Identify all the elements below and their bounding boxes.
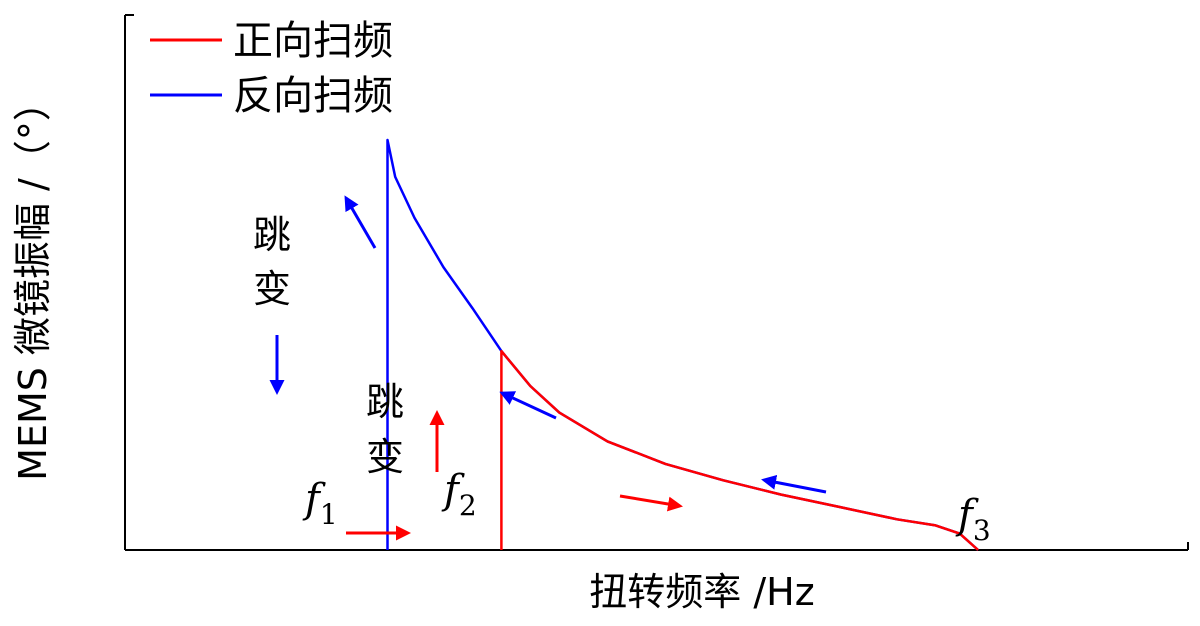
arrow-forward-mid: [619, 494, 683, 512]
legend: 正向扫频 反向扫频: [150, 18, 393, 119]
jump-label-right: 跳: [366, 380, 404, 424]
f3-label: f3: [955, 492, 991, 547]
f2-label: f2: [441, 467, 477, 522]
arrow-reverse-right: [761, 474, 827, 494]
series-line-forward: [500, 349, 979, 551]
legend-label-forward: 正向扫频: [233, 18, 393, 64]
series-layer: [386, 138, 979, 551]
arrow-reverse-up-left: [344, 195, 377, 249]
arrow-reverse-mid: [499, 391, 557, 420]
y-axis-title: MEMS 微镜振幅 /（°）: [11, 83, 55, 481]
jump-label-left-2: 变: [253, 267, 291, 311]
f1-label: f1: [302, 476, 338, 531]
x-axis-title: 扭转频率 /Hz: [589, 570, 814, 614]
jump-label-left: 跳: [253, 213, 291, 257]
jump-label-right-2: 变: [366, 435, 404, 479]
legend-label-reverse: 反向扫频: [233, 73, 393, 119]
